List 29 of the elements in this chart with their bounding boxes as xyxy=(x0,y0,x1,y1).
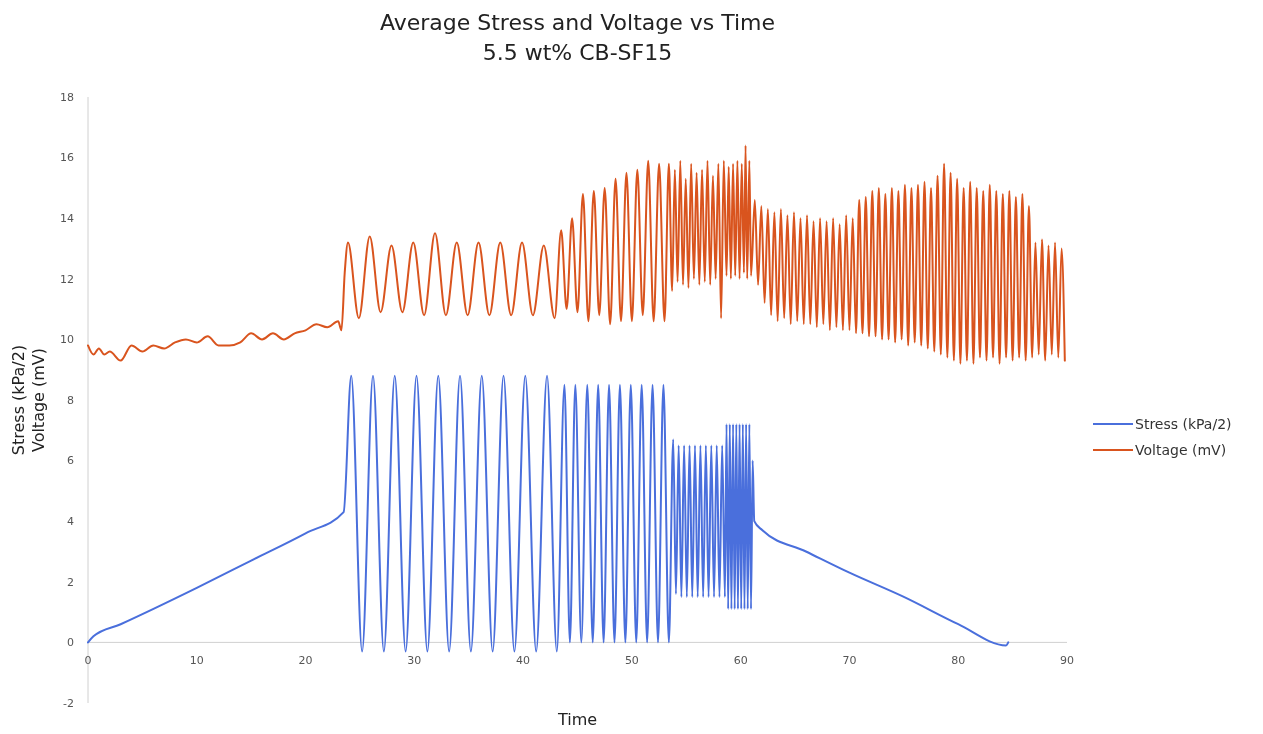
y-tick-label: 12 xyxy=(60,272,74,286)
y-tick-label: -2 xyxy=(63,696,74,710)
x-tick-label: 70 xyxy=(842,654,857,668)
x-tick-label: 0 xyxy=(84,654,92,668)
y-tick-label: 6 xyxy=(67,454,74,468)
y-tick-label: 8 xyxy=(67,393,74,407)
x-tick-label: 50 xyxy=(624,654,639,668)
x-tick-label: 20 xyxy=(298,654,313,668)
y-axis-title: Stress (kPa/2) Voltage (mV) xyxy=(9,344,48,456)
y-tick-label: 18 xyxy=(60,90,74,104)
x-tick-label: 40 xyxy=(516,654,531,668)
y-tick-label: 16 xyxy=(60,151,74,165)
x-tick-label: 60 xyxy=(733,654,748,668)
x-tick-label: 80 xyxy=(951,654,966,668)
x-tick-label: 30 xyxy=(407,654,422,668)
x-tick-label: 10 xyxy=(189,654,204,668)
chart-title: Average Stress and Voltage vs Time xyxy=(379,10,776,35)
y-tick-label: 10 xyxy=(60,333,74,347)
y-tick-label: 2 xyxy=(67,575,74,589)
y-tick-label: 14 xyxy=(60,212,74,226)
chart-subtitle: 5.5 wt% CB-SF15 xyxy=(482,40,673,65)
legend-label: Stress (kPa/2) xyxy=(1135,415,1232,432)
line-series xyxy=(87,144,1066,365)
y-tick-label: 0 xyxy=(67,636,74,650)
y-tick-label: 4 xyxy=(67,515,74,529)
x-axis-title: Time xyxy=(556,710,598,729)
line-series xyxy=(87,374,1010,653)
x-tick-label: 90 xyxy=(1060,654,1074,668)
legend-label: Voltage (mV) xyxy=(1135,441,1227,458)
